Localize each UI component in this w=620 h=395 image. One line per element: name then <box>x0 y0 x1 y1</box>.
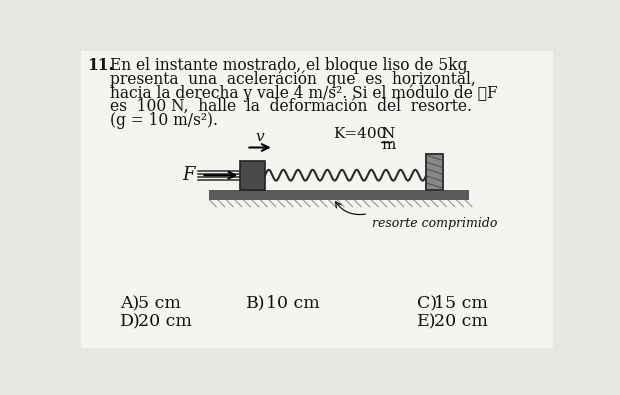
Text: 15 cm: 15 cm <box>434 295 488 312</box>
Text: 11.: 11. <box>87 56 113 73</box>
Text: D): D) <box>120 313 141 330</box>
Text: (g = 10 m/s²).: (g = 10 m/s²). <box>110 112 218 129</box>
Text: 10 cm: 10 cm <box>266 295 319 312</box>
Text: F: F <box>182 166 195 184</box>
Text: resorte comprimido: resorte comprimido <box>372 217 497 230</box>
Text: A): A) <box>120 295 140 312</box>
Text: 20 cm: 20 cm <box>434 313 488 330</box>
Text: 5 cm: 5 cm <box>138 295 181 312</box>
Bar <box>241 161 265 190</box>
Text: v: v <box>255 130 264 144</box>
Text: presenta  una  aceleráción  que  es  horizontal,: presenta una aceleráción que es horizont… <box>110 70 476 88</box>
Text: 20 cm: 20 cm <box>138 313 192 330</box>
Text: N: N <box>381 127 394 141</box>
Text: B): B) <box>247 295 266 312</box>
Text: En el instante mostrado, el bloque liso de 5kg: En el instante mostrado, el bloque liso … <box>110 56 467 73</box>
Text: C): C) <box>417 295 437 312</box>
Bar <box>210 190 469 200</box>
Text: m: m <box>381 138 396 152</box>
Text: es  100 N,  halle  la  deformación  del  resorte.: es 100 N, halle la deformación del resor… <box>110 98 472 115</box>
Text: K=400: K=400 <box>334 127 387 141</box>
Bar <box>427 154 443 190</box>
Text: E): E) <box>417 313 436 330</box>
Text: hacia la derecha y vale 4 m/s². Si el módulo de ⃗F: hacia la derecha y vale 4 m/s². Si el mó… <box>110 85 498 102</box>
